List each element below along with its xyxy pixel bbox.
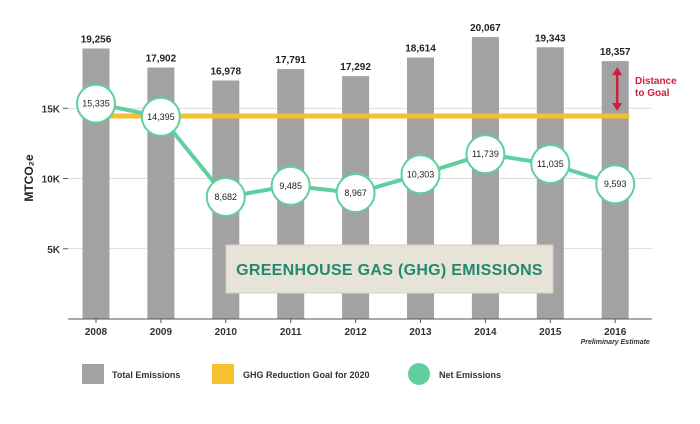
bar-value-label: 18,357 <box>600 47 631 58</box>
y-axis-label: MTCO₂e <box>22 154 36 202</box>
axes: 5K 10K 15K 2008 2009 2010 2011 2012 2013 2014 2015… <box>42 104 652 346</box>
net-emissions-label: 10,303 <box>407 169 435 179</box>
bar-value-label: 17,791 <box>275 55 306 66</box>
x-tick-label: 2014 <box>474 327 497 338</box>
bar-value-label: 18,614 <box>405 44 436 55</box>
x-tick-label: 2015 <box>539 327 562 338</box>
bar-value-label: 16,978 <box>211 66 242 77</box>
x-tick-label: 2009 <box>150 327 173 338</box>
net-emissions-label: 11,035 <box>537 159 564 169</box>
x-tick-label: 2013 <box>409 327 432 338</box>
x-tick-label: 2011 <box>280 327 302 338</box>
legend-label-total: Total Emissions <box>112 370 180 380</box>
net-emissions-label: 9,593 <box>604 179 627 189</box>
y-tick-label: 5K <box>47 245 61 256</box>
net-emissions-point <box>76 83 116 124</box>
x-tick-label: 2016 <box>604 327 627 338</box>
net-emissions-point <box>335 173 376 214</box>
y-tick-label: 10K <box>42 175 61 186</box>
net-emissions-label: 9,485 <box>279 181 302 191</box>
annotation-text: to Goal <box>635 88 670 99</box>
bar-value-label: 17,292 <box>340 62 371 73</box>
net-emissions-label: 11,739 <box>472 149 499 159</box>
title-box: GREENHOUSE GAS (GHG) EMISSIONS <box>225 244 554 294</box>
net-emissions-point <box>205 177 246 218</box>
bar-value-label: 20,067 <box>470 23 501 34</box>
net-emissions-point <box>530 143 571 184</box>
chart-title: GREENHOUSE GAS (GHG) EMISSIONS <box>236 262 543 279</box>
title-box-background <box>225 244 554 294</box>
distance-arrow-head-down <box>612 103 623 112</box>
x-tick-label: 2008 <box>85 327 108 338</box>
legend-swatch-total <box>82 364 104 384</box>
net-emissions-label: 14,395 <box>147 112 175 122</box>
net-emissions-point <box>270 165 311 206</box>
net-emissions-layer: 15,335 14,395 8,682 9,485 8,967 10,303 11,739 1… <box>76 83 636 218</box>
net-emissions-point <box>140 96 181 137</box>
net-emissions-label: 8,682 <box>215 192 238 202</box>
legend-swatch-net <box>408 363 430 385</box>
y-tick-label: 15K <box>42 104 61 115</box>
bar-value-label: 19,256 <box>81 34 112 45</box>
bar-value-label: 17,902 <box>146 54 177 65</box>
x-tick-sublabel: Preliminary Estimate <box>581 339 650 346</box>
x-tick-label: 2010 <box>215 327 238 338</box>
net-emissions-label: 8,967 <box>344 188 367 198</box>
legend: Total Emissions GHG Reduction Goal for 20… <box>82 363 501 385</box>
net-emissions-label: 15,335 <box>82 99 110 109</box>
net-emissions-point <box>595 164 636 205</box>
net-emissions-point <box>465 134 506 175</box>
legend-label-net: Net Emissions <box>439 370 501 380</box>
legend-label-goal: GHG Reduction Goal for 2020 <box>243 370 370 380</box>
x-tick-label: 2012 <box>344 327 367 338</box>
annotation-text: Distance <box>635 76 677 87</box>
distance-arrow-head-up <box>612 67 623 76</box>
bar-value-label: 19,343 <box>535 33 566 44</box>
legend-swatch-goal <box>212 364 234 384</box>
net-emissions-point <box>400 154 441 195</box>
